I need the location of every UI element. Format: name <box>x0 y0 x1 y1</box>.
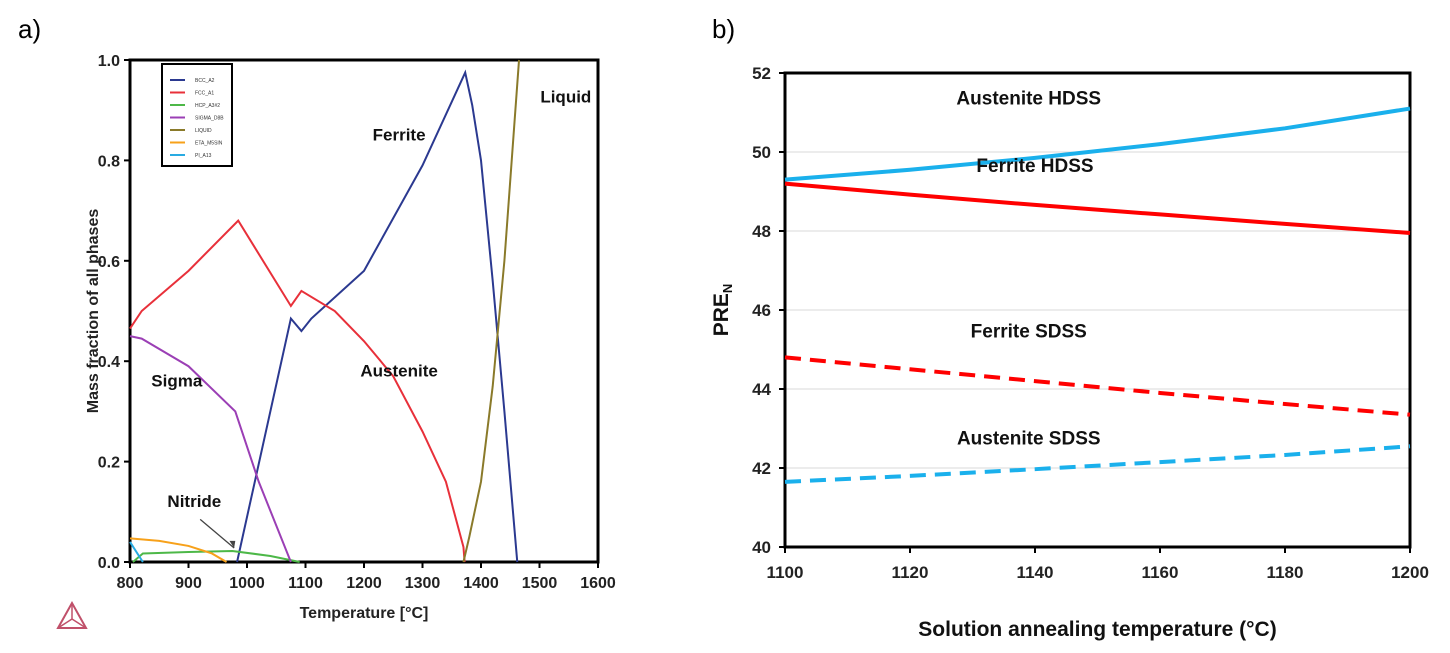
x-tick-label: 1180 <box>1267 563 1304 582</box>
series-line-ferrite-sdss <box>784 355 1411 417</box>
y-tick-label: 1.0 <box>98 53 120 70</box>
x-tick-label: 1300 <box>405 575 441 592</box>
x-tick-label: 1500 <box>522 575 558 592</box>
series-line-ferrite-hdss <box>784 181 1411 235</box>
y-tick-label: 40 <box>752 538 771 557</box>
series-line-liquid <box>462 59 521 563</box>
series-line-bcc_a2 <box>236 69 519 563</box>
y-axis-label: PREN <box>710 284 735 337</box>
thermo-calc-logo <box>56 600 88 629</box>
y-axis-label: Mass fraction of all phases <box>85 209 102 414</box>
series-line-sigma_d8b <box>129 335 292 563</box>
x-tick-label: 1400 <box>463 575 499 592</box>
series-line-fcc_a1 <box>129 219 466 563</box>
plot-frame <box>783 71 1412 549</box>
logo-triangle <box>56 600 88 629</box>
y-tick-label: 42 <box>752 459 771 478</box>
annotation-nitride: Nitride <box>167 492 221 511</box>
legend-label: FCC_A1 <box>195 91 214 97</box>
y-tick-label: 44 <box>752 380 771 399</box>
annotation-ferrite-sdss: Ferrite SDSS <box>971 322 1087 343</box>
panel-label-a: a) <box>18 14 42 44</box>
series-line-austenite-sdss <box>784 444 1411 484</box>
legend-label: HCP_A3#2 <box>195 103 220 109</box>
x-tick-label: 800 <box>117 575 144 592</box>
y-tick-label: 46 <box>752 301 771 320</box>
x-axis-label: Solution annealing temperature (°C) <box>918 618 1276 641</box>
series-line-pi_a13 <box>129 541 144 563</box>
x-tick-label: 900 <box>175 575 202 592</box>
x-tick-label: 1000 <box>229 575 265 592</box>
annotation-austenite-hdss: Austenite HDSS <box>956 89 1101 110</box>
series-line-austenite-hdss <box>784 106 1411 182</box>
legend-label: BCC_A2 <box>195 78 215 84</box>
annotation-austenite-sdss: Austenite SDSS <box>957 428 1101 449</box>
chart-b: 40 42 44 46 48 50 52 1100 1120 1140 1160 1180 1200 Au… <box>710 64 1429 641</box>
x-axis-label: Temperature [°C] <box>300 605 429 622</box>
legend-label: LIQUID <box>195 128 212 134</box>
chart-a: 800 900 1000 1100 1200 1300 1400 1500 1600 0.0 0.2… <box>56 53 616 629</box>
nitride-arrowhead <box>229 540 236 548</box>
x-tick-label: 1100 <box>767 563 804 582</box>
series-line-hcp_a3#2 <box>132 549 300 563</box>
annotation-liquid: Liquid <box>540 88 591 107</box>
annotation-austenite: Austenite <box>360 361 437 380</box>
y-tick-label: 52 <box>752 64 771 83</box>
y-tick-label: 48 <box>752 222 771 241</box>
y-tick-label: 0.6 <box>98 254 120 271</box>
x-tick-label: 1200 <box>1391 563 1429 582</box>
annotation-sigma: Sigma <box>151 371 203 390</box>
annotation-ferrite-hdss: Ferrite HDSS <box>976 156 1093 177</box>
y-tick-label: 0.4 <box>98 354 120 371</box>
y-axis-label-subscript: N <box>720 284 735 293</box>
y-axis-label-main: PRE <box>710 293 733 336</box>
legend-label: ETA_M5SIN <box>195 141 223 147</box>
logo-lines <box>57 603 87 629</box>
x-tick-label: 1160 <box>1142 563 1179 582</box>
y-tick-label: 0.8 <box>98 153 120 170</box>
y-tick-label: 0.2 <box>98 455 120 472</box>
y-tick-label: 50 <box>752 143 771 162</box>
annotation-ferrite: Ferrite <box>373 125 426 144</box>
x-tick-label: 1200 <box>346 575 382 592</box>
legend-label: SIGMA_D8B <box>195 116 224 122</box>
x-tick-label: 1120 <box>892 563 929 582</box>
series-line-eta_m5sin <box>129 537 228 563</box>
legend-label: PI_A13 <box>195 153 212 159</box>
y-tick-label: 0.0 <box>98 555 120 572</box>
x-tick-label: 1140 <box>1017 563 1054 582</box>
x-tick-label: 1100 <box>288 575 323 592</box>
panel-label-b: b) <box>712 14 736 44</box>
nitride-arrow <box>199 518 235 549</box>
x-tick-label: 1600 <box>580 575 616 592</box>
